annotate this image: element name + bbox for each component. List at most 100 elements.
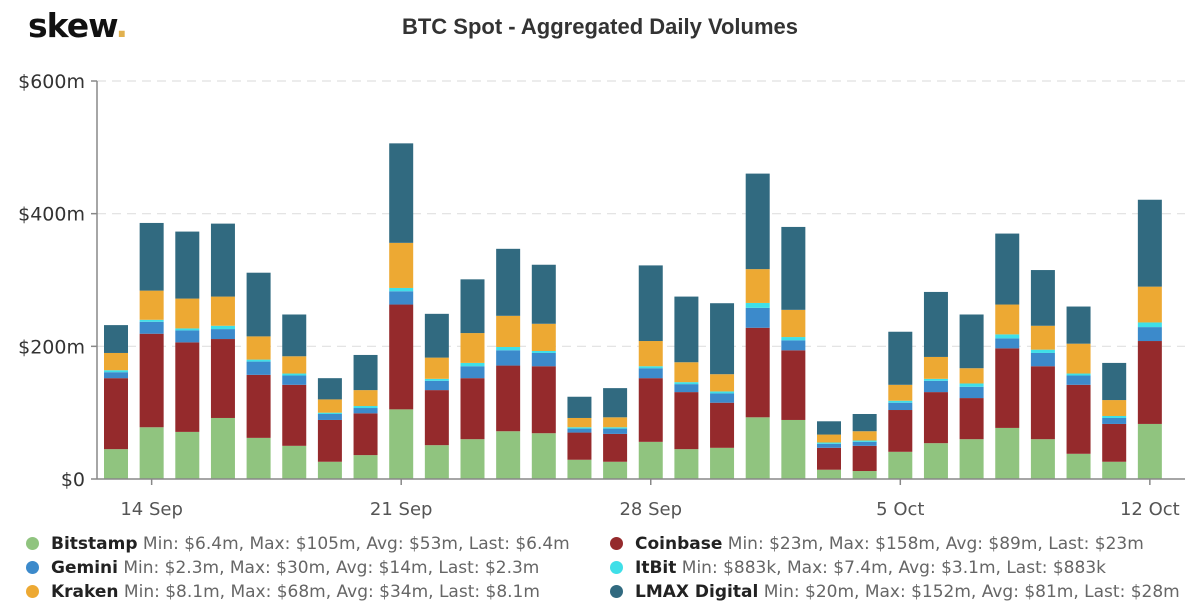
legend-name: ItBit <box>635 558 677 578</box>
bar-segment-kraken <box>496 315 521 347</box>
bar-segment-kraken <box>852 431 877 441</box>
bar-segment-lmax-digital <box>317 378 342 400</box>
bar-segment-gemini <box>852 441 877 446</box>
bar-segment-gemini <box>389 291 414 305</box>
bar-segment-coinbase <box>139 333 164 428</box>
bar-segment-kraken <box>603 417 628 428</box>
legend-name: LMAX Digital <box>635 582 759 602</box>
bar-segment-lmax-digital <box>424 313 449 358</box>
legend-dot-bitstamp <box>26 537 39 550</box>
bar-segment-bitstamp <box>246 437 271 479</box>
bar-segment-coinbase <box>674 392 699 450</box>
bar-segment-lmax-digital <box>745 173 770 270</box>
bar-segment-bitstamp <box>424 445 449 479</box>
y-tick-label: $0 <box>61 469 85 491</box>
legend-stats: Min: $20m, Max: $152m, Avg: $81m, Last: … <box>763 582 1180 602</box>
bar-segment-coinbase <box>995 348 1020 428</box>
bar-segment-coinbase <box>745 327 770 418</box>
bar-segment-coinbase <box>246 374 271 438</box>
bar-segment-bitstamp <box>282 445 307 479</box>
bar-segment-itbit <box>781 337 806 341</box>
bar-segment-kraken <box>246 336 271 360</box>
x-tick-label: 14 Sep <box>120 499 183 520</box>
bar-segment-gemini <box>282 375 307 385</box>
bar-segment-itbit <box>923 378 948 381</box>
bar-segment-lmax-digital <box>246 272 271 337</box>
bar-segment-bitstamp <box>1102 461 1127 479</box>
bar-segment-bitstamp <box>353 455 378 479</box>
bar-segment-lmax-digital <box>1030 270 1055 326</box>
chart-title: BTC Spot - Aggregated Daily Volumes <box>401 14 799 39</box>
bar-segment-gemini <box>1066 375 1091 385</box>
bar-segment-itbit <box>603 427 628 429</box>
bar-segment-lmax-digital <box>496 248 521 316</box>
bar-segment-itbit <box>531 350 556 353</box>
legend-item-itbit[interactable]: ItBit Min: $883k, Max: $7.4m, Avg: $3.1m… <box>610 558 1106 578</box>
legend-item-coinbase[interactable]: Coinbase Min: $23m, Max: $158m, Avg: $89… <box>610 534 1144 554</box>
bar-segment-kraken <box>389 242 414 288</box>
bar-segment-bitstamp <box>531 433 556 479</box>
bar-segment-itbit <box>888 400 913 403</box>
bar-segment-itbit <box>745 302 770 308</box>
x-tick-label: 28 Sep <box>619 499 682 520</box>
bar-segment-kraken <box>781 309 806 338</box>
bar-segment-gemini <box>139 321 164 334</box>
chart-area: $0 $200m $400m $600m 14 Sep 21 Sep 28 Sep 5 Oct… <box>18 71 1185 520</box>
legend-name: Coinbase <box>635 534 723 554</box>
bar-segment-kraken <box>139 290 164 320</box>
bar-segment-kraken <box>745 269 770 303</box>
bar-segment-gemini <box>531 352 556 367</box>
bar-segment-itbit <box>852 440 877 442</box>
bar-segment-lmax-digital <box>638 265 663 342</box>
bar-segment-gemini <box>353 408 378 414</box>
bar-segment-itbit <box>175 328 200 331</box>
bar-segment-coinbase <box>104 378 128 450</box>
bar-segment-lmax-digital <box>959 314 984 369</box>
skew-logo: skew. <box>28 6 128 45</box>
bar-segment-gemini <box>424 380 449 391</box>
legend-item-kraken[interactable]: Kraken Min: $8.1m, Max: $68m, Avg: $34m,… <box>26 582 540 602</box>
legend-item-gemini[interactable]: Gemini Min: $2.3m, Max: $30m, Avg: $14m,… <box>26 558 539 578</box>
x-tick-label: 12 Oct <box>1120 499 1180 520</box>
bar-segment-gemini <box>674 384 699 393</box>
legend-stats: Min: $2.3m, Max: $30m, Avg: $14m, Last: … <box>123 558 540 578</box>
bar-segment-bitstamp <box>210 417 235 479</box>
bar-segment-gemini <box>246 361 271 375</box>
bar-segment-coinbase <box>603 433 628 462</box>
legend-stats: Min: $8.1m, Max: $68m, Avg: $34m, Last: … <box>123 582 540 602</box>
bar-segment-coinbase <box>923 392 948 444</box>
bar-segment-itbit <box>638 366 663 369</box>
bar-segment-coinbase <box>496 365 521 432</box>
x-tick-label: 21 Sep <box>370 499 433 520</box>
bar-segment-kraken <box>175 298 200 329</box>
bar-segment-coinbase <box>817 447 841 470</box>
bar-segment-kraken <box>282 356 307 374</box>
legend-item-bitstamp[interactable]: Bitstamp Min: $6.4m, Max: $105m, Avg: $5… <box>26 534 570 554</box>
bar-segment-bitstamp <box>674 449 699 479</box>
bar-segment-coinbase <box>567 432 592 460</box>
bar-segment-kraken <box>1030 325 1055 350</box>
bar-segment-coinbase <box>888 410 913 452</box>
legend-dot-kraken <box>26 585 39 598</box>
bar-segment-gemini <box>923 380 948 393</box>
bar-segment-gemini <box>460 366 485 379</box>
bar-segment-kraken <box>531 323 556 351</box>
bar-segment-coinbase <box>1102 423 1127 462</box>
bar-segment-itbit <box>246 359 271 362</box>
bar-segment-coinbase <box>424 390 449 446</box>
bar-segment-coinbase <box>1030 366 1055 440</box>
bar-segment-bitstamp <box>496 431 521 479</box>
logo-dot: . <box>115 6 128 45</box>
bar-segment-itbit <box>460 362 485 367</box>
bar-segment-bitstamp <box>389 409 414 479</box>
bar-segment-kraken <box>1102 400 1127 416</box>
bar-segment-bitstamp <box>104 449 128 479</box>
legend-dot-lmax-digital <box>610 585 623 598</box>
bar-segment-gemini <box>567 428 592 433</box>
bar-segment-lmax-digital <box>353 354 378 391</box>
bar-segment-lmax-digital <box>210 223 235 297</box>
bar-segment-itbit <box>1137 322 1162 328</box>
bar-segment-lmax-digital <box>104 325 128 353</box>
legend-item-lmax-digital[interactable]: LMAX Digital Min: $20m, Max: $152m, Avg:… <box>610 582 1180 602</box>
bar-segment-gemini <box>603 428 628 434</box>
